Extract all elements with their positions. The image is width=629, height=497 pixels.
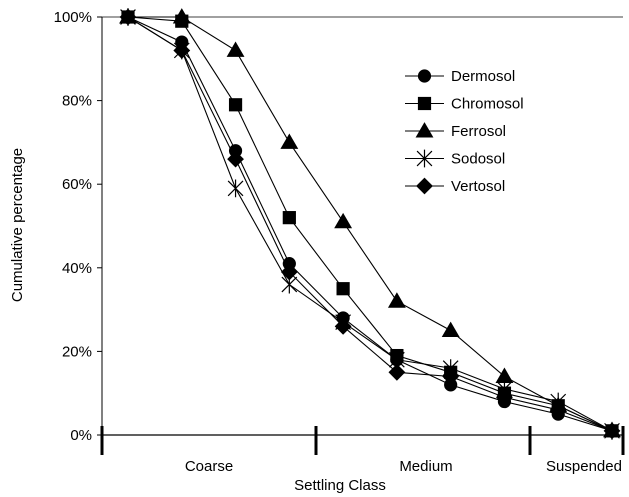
y-tick-label: 20% <box>62 343 92 360</box>
data-point-marker <box>173 42 191 59</box>
data-point-marker <box>416 149 433 168</box>
data-point-marker <box>227 179 244 198</box>
legend-label: Dermosol <box>451 68 515 85</box>
data-point-marker <box>496 388 513 406</box>
series-line <box>127 16 613 432</box>
series-dermosol <box>121 10 619 438</box>
data-point-marker <box>417 96 432 111</box>
x-category-label: Coarse <box>185 458 233 475</box>
x-axis-label: Settling Class <box>294 477 386 494</box>
legend-label: Ferrosol <box>451 123 506 140</box>
data-point-marker <box>387 292 406 308</box>
y-tick-label: 0% <box>70 427 92 444</box>
y-tick-label: 40% <box>62 260 92 277</box>
legend-item: Chromosol <box>405 96 524 113</box>
data-point-marker <box>282 211 296 225</box>
data-point-marker <box>119 8 137 26</box>
data-point-marker <box>280 263 298 281</box>
legend-item: Dermosol <box>405 68 515 85</box>
data-point-marker <box>549 401 567 419</box>
legend-label: Vertosol <box>451 178 505 195</box>
data-point-marker <box>415 122 434 138</box>
data-point-marker <box>388 363 406 381</box>
data-point-marker <box>603 422 621 440</box>
data-point-marker <box>228 98 243 112</box>
y-tick-label: 100% <box>54 9 92 26</box>
legend-item: Vertosol <box>405 177 505 195</box>
legend-item: Ferrosol <box>405 122 506 140</box>
data-point-marker <box>495 367 514 383</box>
data-point-marker <box>442 368 460 385</box>
axes: 0% 20% 40% 60% 80% 100% Coarse Medium Suspended <box>54 9 625 475</box>
y-tick-label: 80% <box>62 93 92 110</box>
data-point-marker <box>334 212 353 229</box>
series-line <box>128 16 613 432</box>
data-point-marker <box>227 150 244 168</box>
series-sodosol <box>120 8 620 440</box>
data-point-marker <box>441 321 460 337</box>
x-category-label: Medium <box>399 458 452 475</box>
legend-label: Chromosol <box>451 96 524 113</box>
series-chromosol <box>121 10 619 438</box>
legend-item: Sodosol <box>405 149 505 168</box>
data-point-marker <box>417 69 432 83</box>
data-point-marker <box>336 282 350 296</box>
series-vertosol <box>119 8 621 440</box>
series-ferrosol <box>119 8 621 438</box>
x-category-label: Suspended <box>546 458 622 475</box>
y-tick-label: 60% <box>62 176 92 193</box>
series-line <box>127 16 613 432</box>
legend: Dermosol Chromosol Ferrosol Sodosol Vertosol <box>405 68 524 195</box>
series-line <box>127 16 613 432</box>
data-point-marker <box>280 133 299 149</box>
series-lines <box>119 8 621 440</box>
series-line <box>127 16 613 432</box>
data-point-marker <box>416 177 433 195</box>
data-point-marker <box>334 317 352 335</box>
legend-label: Sodosol <box>451 151 505 168</box>
data-point-marker <box>172 8 191 24</box>
data-point-marker <box>226 41 245 57</box>
y-axis-label: Cumulative percentage <box>9 148 26 302</box>
